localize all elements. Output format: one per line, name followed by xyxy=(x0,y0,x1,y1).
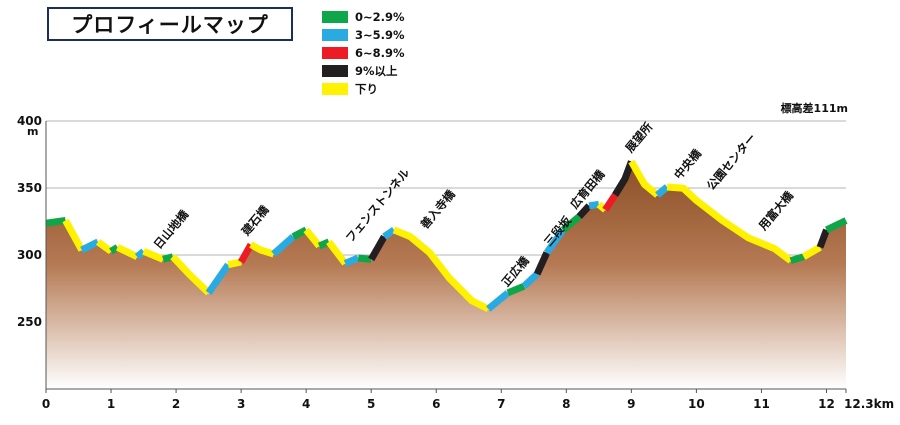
legend-item: 0~2.9% xyxy=(322,8,405,26)
x-tick-label: 10 xyxy=(688,397,705,411)
legend-swatch xyxy=(322,83,348,95)
landmark-label: 展望所 xyxy=(622,119,656,156)
grade-segment xyxy=(115,244,139,260)
grade-segment xyxy=(80,238,100,254)
grade-segment xyxy=(343,254,360,267)
grade-segment xyxy=(533,251,550,276)
grade-segment xyxy=(628,159,660,198)
grade-segment xyxy=(357,254,372,263)
grade-segment xyxy=(205,262,231,295)
grade-segment xyxy=(816,228,830,249)
legend-label: 下り xyxy=(355,82,378,96)
legend-swatch xyxy=(322,65,348,77)
x-tick-label: 8 xyxy=(562,397,570,411)
grade-segment xyxy=(612,160,635,197)
landmark-label: 公園センター xyxy=(704,131,759,193)
y-tick-label: 350 xyxy=(17,181,42,195)
legend-item: 6~8.9% xyxy=(322,44,405,62)
legend-swatch xyxy=(322,47,348,59)
x-tick-label: 11 xyxy=(753,397,770,411)
grade-segment xyxy=(655,184,670,198)
grade-segment xyxy=(326,239,348,266)
grade-segment xyxy=(291,226,308,240)
x-tick-label: 2 xyxy=(172,397,180,411)
landmark-label: 建石橋 xyxy=(239,202,272,238)
grade-segment xyxy=(170,254,212,296)
landmark-label: 日山地橋 xyxy=(151,207,192,252)
grade-segment xyxy=(134,248,146,260)
elevation-diff-label: 標高差111m xyxy=(780,102,848,115)
grade-segment xyxy=(392,226,490,313)
x-tick-label: 7 xyxy=(497,397,505,411)
y-tick-label: 300 xyxy=(17,248,42,262)
legend-item: 9%以上 xyxy=(322,62,405,80)
x-tick-label: 6 xyxy=(432,397,440,411)
grade-segment xyxy=(142,248,165,263)
grade-segment xyxy=(162,253,174,263)
legend: 0~2.9% 3~5.9% 6~8.9% 9%以上 下り xyxy=(322,8,405,98)
grade-segment xyxy=(789,253,805,265)
grade-segment xyxy=(576,203,592,219)
chart-title: プロフィールマップ xyxy=(71,13,269,37)
grade-segment xyxy=(303,227,322,249)
grade-segment xyxy=(317,238,331,250)
grade-segment xyxy=(602,193,619,212)
grade-segment xyxy=(238,242,254,264)
grade-segment xyxy=(560,213,582,233)
legend-label: 6~8.9% xyxy=(355,46,405,60)
x-tick-label: 3 xyxy=(237,397,245,411)
grade-segment xyxy=(486,290,511,312)
y-axis-unit: m xyxy=(27,125,38,138)
x-tick-label: 1 xyxy=(107,397,115,411)
grade-segment xyxy=(62,218,85,252)
grade-segment xyxy=(824,217,848,234)
grade-segment xyxy=(382,227,396,240)
grade-segment xyxy=(109,244,120,255)
landmark-label: 中央橋 xyxy=(671,146,704,182)
grade-segment xyxy=(368,234,388,262)
legend-swatch xyxy=(322,29,348,41)
landmark-label: 用富大橋 xyxy=(755,188,796,233)
legend-label: 3~5.9% xyxy=(355,28,405,42)
grade-segment xyxy=(271,233,296,257)
grade-segment xyxy=(506,282,526,297)
legend-item: 下り xyxy=(322,80,405,98)
x-tick-label: 0 xyxy=(42,397,50,411)
grade-segment xyxy=(521,271,540,289)
x-tick-label: 12 xyxy=(818,397,835,411)
grade-segment xyxy=(45,217,66,227)
landmark-label: 善入寺橋 xyxy=(418,187,459,232)
legend-swatch xyxy=(322,11,348,23)
legend-item: 3~5.9% xyxy=(322,26,405,44)
x-tick-label: 12.3km xyxy=(844,397,894,411)
grade-segment xyxy=(588,200,600,210)
grade-segment xyxy=(666,183,793,264)
x-tick-label: 9 xyxy=(627,397,635,411)
grade-segment xyxy=(543,227,566,255)
grade-segment xyxy=(249,241,275,258)
x-tick-label: 5 xyxy=(367,397,375,411)
legend-label: 0~2.9% xyxy=(355,10,405,24)
grade-segment xyxy=(95,239,114,255)
y-tick-label: 400 xyxy=(17,114,42,128)
grade-segment xyxy=(801,244,822,260)
title-box: プロフィールマップ xyxy=(47,7,293,41)
grade-segment xyxy=(227,258,242,269)
y-tick-label: 250 xyxy=(17,315,42,329)
legend-label: 9%以上 xyxy=(355,64,398,78)
x-tick-label: 4 xyxy=(302,397,310,411)
